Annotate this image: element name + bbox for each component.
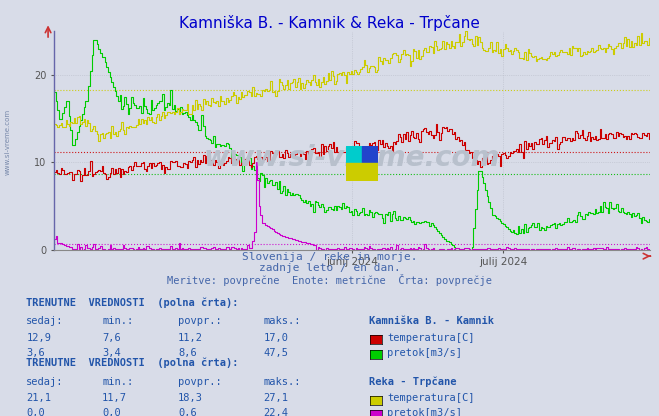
Text: 11,7: 11,7 <box>102 394 127 404</box>
Text: 27,1: 27,1 <box>264 394 289 404</box>
Text: Kamniška B. - Kamnik: Kamniška B. - Kamnik <box>369 317 494 327</box>
Text: Slovenija / reke in morje.: Slovenija / reke in morje. <box>242 252 417 262</box>
Text: zadnje leto / en dan.: zadnje leto / en dan. <box>258 263 401 273</box>
Text: www.si-vreme.com: www.si-vreme.com <box>5 109 11 174</box>
Text: Reka - Trpčane: Reka - Trpčane <box>369 376 457 387</box>
Text: 47,5: 47,5 <box>264 348 289 358</box>
Text: 3,4: 3,4 <box>102 348 121 358</box>
Text: maks.:: maks.: <box>264 377 301 387</box>
Bar <box>362 146 378 163</box>
Text: 21,1: 21,1 <box>26 394 51 404</box>
Text: 17,0: 17,0 <box>264 333 289 343</box>
Text: Kamniška B. - Kamnik & Reka - Trpčane: Kamniška B. - Kamnik & Reka - Trpčane <box>179 15 480 30</box>
Text: povpr.:: povpr.: <box>178 377 221 387</box>
Text: pretok[m3/s]: pretok[m3/s] <box>387 348 463 358</box>
Text: 7,6: 7,6 <box>102 333 121 343</box>
Text: 12,9: 12,9 <box>26 333 51 343</box>
Text: sedaj:: sedaj: <box>26 377 64 387</box>
Text: min.:: min.: <box>102 317 133 327</box>
Bar <box>346 163 378 181</box>
Text: 0,6: 0,6 <box>178 408 196 416</box>
Text: 0,0: 0,0 <box>102 408 121 416</box>
Text: pretok[m3/s]: pretok[m3/s] <box>387 408 463 416</box>
Text: maks.:: maks.: <box>264 317 301 327</box>
Text: sedaj:: sedaj: <box>26 317 64 327</box>
Text: 18,3: 18,3 <box>178 394 203 404</box>
Text: povpr.:: povpr.: <box>178 317 221 327</box>
Text: temperatura[C]: temperatura[C] <box>387 333 475 343</box>
Text: TRENUTNE  VREDNOSTI  (polna črta):: TRENUTNE VREDNOSTI (polna črta): <box>26 297 239 308</box>
Text: www.si-vreme.com: www.si-vreme.com <box>204 144 500 172</box>
Text: 8,6: 8,6 <box>178 348 196 358</box>
Text: Meritve: povprečne  Enote: metrične  Črta: povprečje: Meritve: povprečne Enote: metrične Črta:… <box>167 274 492 286</box>
Text: TRENUTNE  VREDNOSTI  (polna črta):: TRENUTNE VREDNOSTI (polna črta): <box>26 358 239 368</box>
Text: 3,6: 3,6 <box>26 348 45 358</box>
Text: 11,2: 11,2 <box>178 333 203 343</box>
Text: 22,4: 22,4 <box>264 408 289 416</box>
Bar <box>346 146 362 163</box>
Text: temperatura[C]: temperatura[C] <box>387 394 475 404</box>
Text: 0,0: 0,0 <box>26 408 45 416</box>
Text: min.:: min.: <box>102 377 133 387</box>
